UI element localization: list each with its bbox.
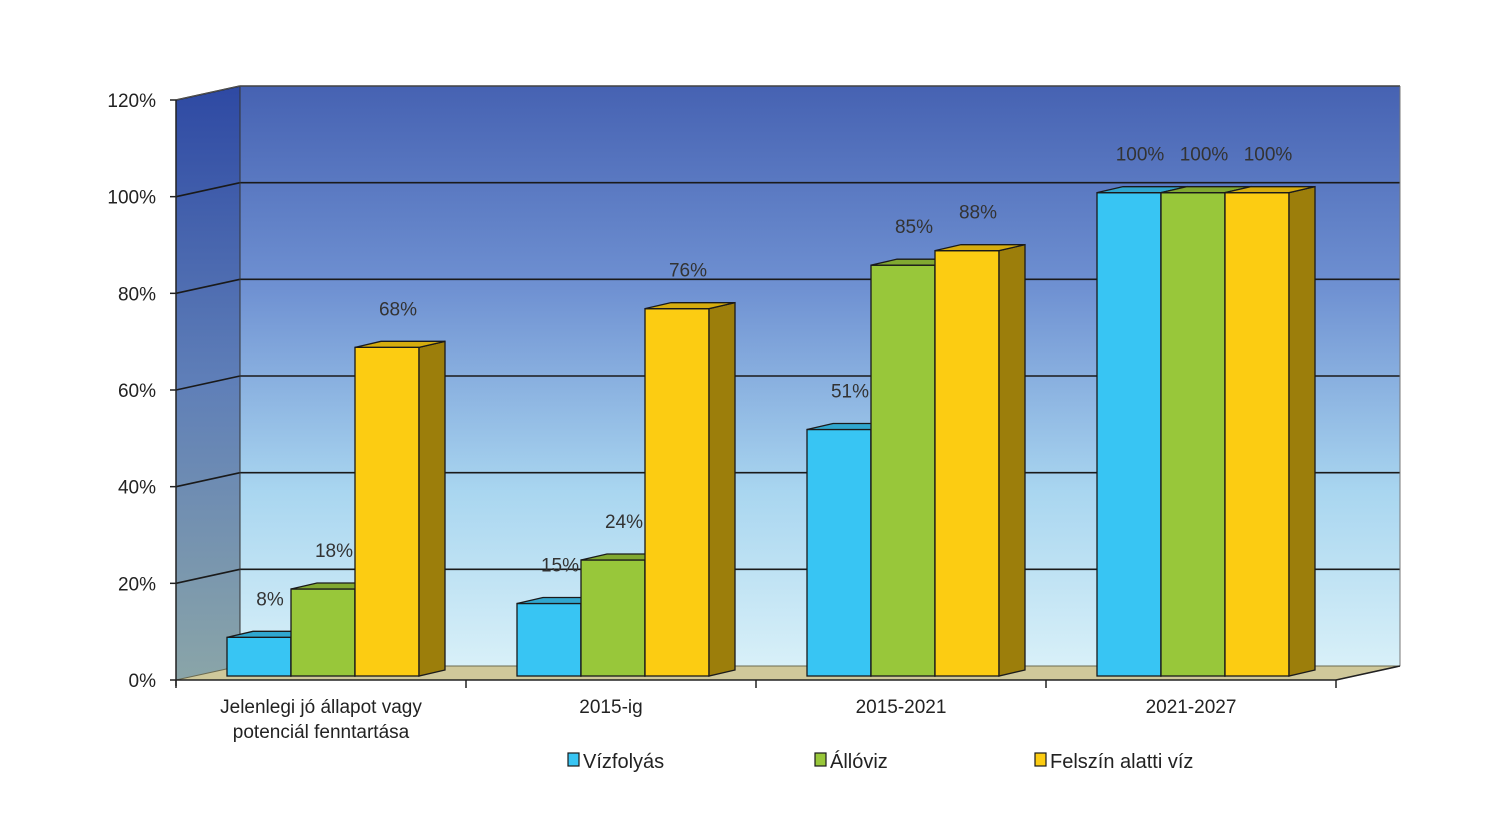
data-label: 8% (256, 589, 284, 610)
bar-side (998, 243, 1026, 677)
bar-front (644, 308, 710, 677)
y-tick-label: 120% (107, 91, 156, 112)
gridline-side (175, 278, 241, 295)
legend: Vízfolyás Állóviz Felszín alatti víz (567, 750, 1193, 773)
data-labels: 8% 18% 68% 15% 24% 76% 51% 85% 88% 100% 100% 100% (256, 145, 1292, 611)
data-label: 18% (315, 541, 353, 562)
bar (934, 243, 1026, 677)
legend-swatch (814, 752, 827, 767)
bar-side (418, 340, 446, 677)
y-tick-label: 0% (129, 671, 157, 692)
data-label: 76% (669, 261, 707, 282)
bar-top (1224, 186, 1316, 194)
bar (354, 340, 446, 677)
legend-swatch (567, 752, 580, 767)
data-label: 88% (959, 203, 997, 224)
bar-side (1288, 185, 1316, 677)
bar-front (516, 602, 582, 677)
bars (226, 185, 1316, 677)
bar (1224, 185, 1316, 677)
data-label: 100% (1180, 145, 1229, 166)
legend-label: Állóviz (830, 750, 888, 773)
legend-item: Vízfolyás (567, 751, 664, 773)
gridline-side (175, 181, 241, 198)
y-tick-label: 20% (118, 574, 156, 595)
y-tick-label: 40% (118, 478, 156, 499)
legend-item: Felszín alatti víz (1034, 751, 1193, 773)
wall-edge-top (175, 85, 241, 101)
legend-swatch (1034, 752, 1047, 767)
bar-front (226, 636, 292, 677)
data-label: 15% (541, 556, 579, 577)
bar-top (644, 302, 736, 310)
bar-front (1224, 192, 1290, 677)
x-tick-label: Jelenlegi jó állapot vagy (220, 697, 422, 718)
y-tick-label: 60% (118, 381, 156, 402)
data-label: 85% (895, 217, 933, 238)
legend-item: Állóviz (814, 750, 888, 773)
gridline-side (175, 471, 241, 488)
bar-front (1160, 192, 1226, 677)
x-tick-label: 2015-ig (579, 697, 642, 718)
bar-top (354, 340, 446, 348)
bar-front (354, 346, 420, 677)
legend-label: Felszín alatti víz (1050, 751, 1193, 773)
y-axis: 0% 20% 40% 60% 80% 100% 120% (107, 91, 177, 692)
data-label: 51% (831, 382, 869, 403)
bar (644, 301, 736, 677)
bar-side (708, 301, 736, 677)
data-label: 24% (605, 512, 643, 533)
bar-front (870, 264, 936, 677)
gridline-side (175, 568, 241, 585)
gridline-side (175, 375, 241, 391)
x-tick-label: 2015-2021 (856, 697, 947, 718)
bar-front (290, 588, 356, 677)
y-tick-label: 80% (118, 284, 156, 305)
bar-top (934, 244, 1026, 252)
data-label: 68% (379, 299, 417, 320)
legend-label: Vízfolyás (583, 751, 664, 773)
data-label: 100% (1116, 145, 1165, 166)
bar-front (934, 250, 1000, 677)
bar-front (580, 559, 646, 677)
bar-front (1096, 192, 1162, 677)
x-tick-label: potenciál fenntartása (233, 722, 410, 743)
x-tick-label: 2021-2027 (1146, 697, 1237, 718)
x-axis-depth-line (1335, 665, 1401, 681)
x-axis: Jelenlegi jó állapot vagy potenciál fennt… (175, 665, 1401, 743)
bar-front (806, 428, 872, 677)
data-label: 100% (1244, 145, 1293, 166)
y-tick-label: 100% (107, 188, 156, 209)
